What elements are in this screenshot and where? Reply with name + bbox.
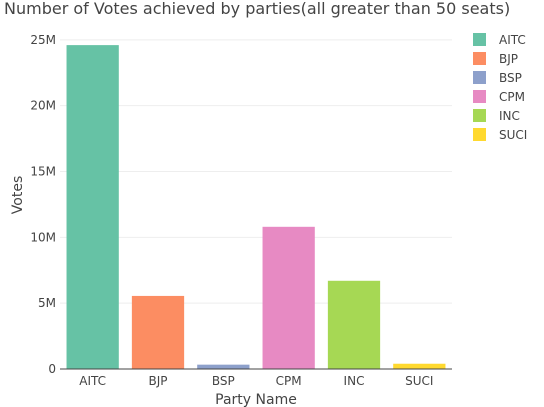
legend-swatch — [473, 128, 486, 141]
x-tick-label: AITC — [79, 374, 106, 388]
y-axis-title: Votes — [10, 176, 26, 214]
bar-suci — [393, 363, 446, 369]
legend-label: INC — [499, 109, 520, 123]
bar-bjp — [131, 295, 185, 369]
bar-bsp — [197, 364, 250, 369]
y-tick-label: 20M — [30, 99, 56, 113]
x-tick-label: SUCI — [405, 374, 433, 388]
bar-cpm — [262, 226, 315, 369]
x-tick-label: INC — [344, 374, 365, 388]
y-tick-label: 0 — [48, 362, 56, 376]
x-tick-label: BSP — [212, 374, 235, 388]
legend-label: SUCI — [499, 128, 527, 142]
legend-swatch — [473, 33, 486, 46]
legend-label: BJP — [499, 52, 518, 66]
bars — [66, 45, 446, 369]
y-tick-label: 5M — [38, 296, 56, 310]
legend-label: CPM — [499, 90, 525, 104]
legend-swatch — [473, 109, 486, 122]
x-tick-label: CPM — [276, 374, 302, 388]
legend: AITC BJP BSP CPM INC SUCI — [473, 33, 527, 142]
x-axis-ticks: AITC BJP BSP CPM INC SUCI — [79, 374, 433, 388]
bar-aitc — [66, 45, 119, 369]
bar-inc — [327, 280, 381, 369]
y-tick-label: 15M — [30, 165, 56, 179]
y-tick-label: 10M — [30, 230, 56, 244]
x-tick-label: BJP — [148, 374, 167, 388]
legend-swatch — [473, 52, 486, 65]
y-axis-ticks: 0 5M 10M 15M 20M 25M — [30, 33, 56, 376]
legend-label: BSP — [499, 71, 522, 85]
legend-label: AITC — [499, 33, 526, 47]
chart-title: Number of Votes achieved by parties(all … — [4, 0, 510, 18]
y-tick-label: 25M — [30, 33, 56, 47]
x-axis-title: Party Name — [215, 392, 297, 407]
gridlines — [60, 39, 452, 304]
legend-swatch — [473, 90, 486, 103]
legend-swatch — [473, 71, 486, 84]
